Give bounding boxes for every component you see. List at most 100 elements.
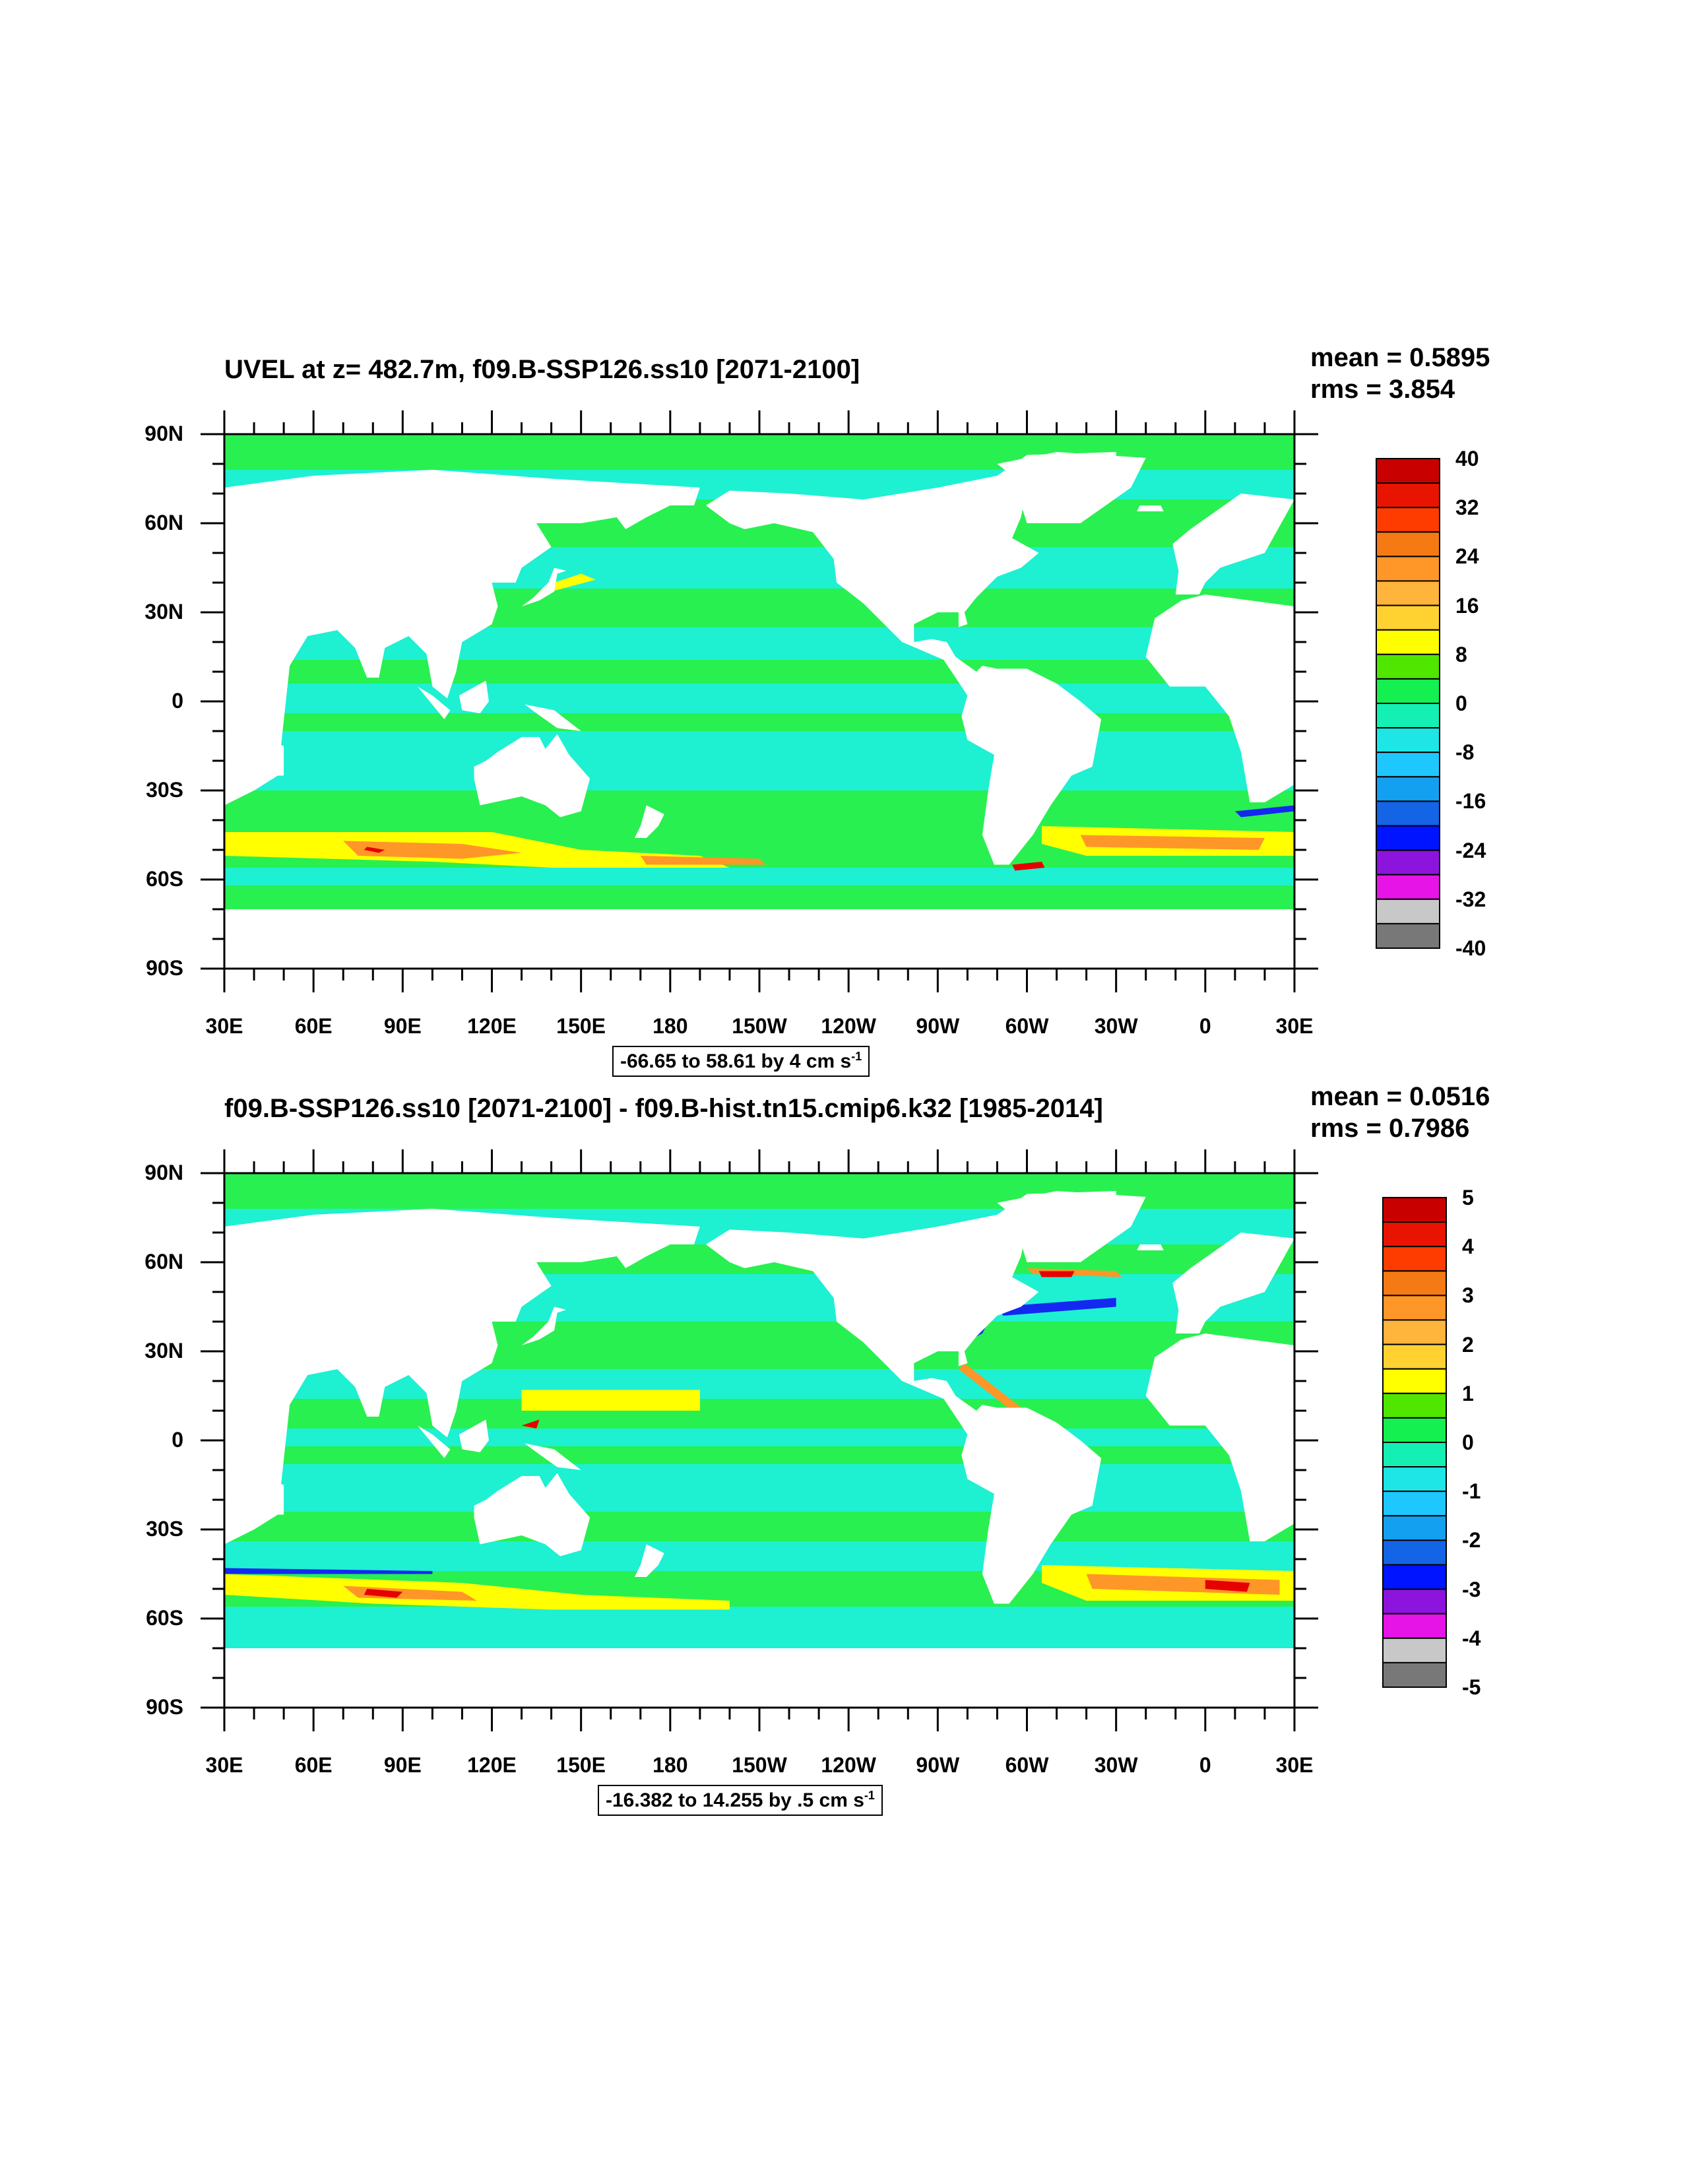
colorbar-label: 16: [1455, 593, 1479, 618]
ocean-band-7: [224, 684, 1294, 713]
current-streak-2: [343, 1586, 477, 1601]
axis-ticks: [201, 1149, 1318, 1731]
lat-tick-label: 60S: [146, 1606, 183, 1630]
current-streak-4: [224, 1568, 433, 1574]
colorbar-swatch: [1376, 678, 1440, 704]
land-eurasia-africa-east: [224, 1209, 700, 1545]
colorbar-label: 32: [1455, 496, 1479, 520]
lon-tick-label: 30E: [205, 1014, 243, 1038]
current-streak-2: [364, 847, 385, 853]
lon-tick-label: 30E: [205, 1753, 243, 1777]
panel-title: UVEL at z= 482.7m, f09.B-SSP126.ss10 [20…: [224, 355, 860, 384]
current-streak-14: [521, 1419, 540, 1429]
land-iceland: [1137, 1244, 1164, 1250]
ocean-band-6: [224, 660, 1294, 684]
colorbar-swatch: [1376, 898, 1440, 924]
current-streak-3: [640, 856, 765, 865]
ocean-band-12: [224, 868, 1294, 885]
panel-bottom: f09.B-SSP126.ss10 [2071-2100] - f09.B-hi…: [0, 1082, 1689, 1816]
lat-tick-label: 30S: [146, 778, 183, 802]
lat-tick-label: 90N: [144, 422, 183, 445]
lat-tick-label: 30N: [144, 1339, 183, 1363]
colorbar-swatch: [1376, 507, 1440, 533]
contour-range-unit-exponent: -1: [864, 1789, 875, 1802]
colorbar-swatch: [1382, 1221, 1447, 1248]
land-africa-west: [1145, 1333, 1294, 1541]
lon-tick-label: 60E: [294, 1753, 333, 1777]
land-australia: [474, 734, 590, 818]
current-streak-8: [545, 573, 596, 592]
colorbar-swatch: [1382, 1661, 1447, 1688]
colorbar-swatch: [1382, 1637, 1447, 1663]
colorbar-swatch: [1376, 727, 1440, 754]
land-new-zealand: [634, 805, 664, 838]
lon-tick-label: 150E: [556, 1753, 606, 1777]
colorbar-label: 2: [1462, 1332, 1474, 1357]
lon-tick-label: 180: [653, 1753, 688, 1777]
ocean-band-13: [224, 1607, 1294, 1648]
axis-ticks: [201, 410, 1318, 992]
colorbar-swatch: [1382, 1392, 1447, 1419]
ocean-band-9: [224, 731, 1294, 790]
colorbar-swatch: [1376, 556, 1440, 582]
colorbar-swatch: [1382, 1246, 1447, 1272]
contour-range-text: -16.382 to 14.255 by .5 cm s: [606, 1789, 864, 1811]
rms-value: rms = 3.854: [1310, 375, 1455, 404]
land-americas: [705, 1191, 1116, 1604]
ocean-band-6: [224, 1399, 1294, 1429]
colorbar-label: -2: [1462, 1528, 1481, 1553]
lat-tick-label: 60S: [146, 867, 183, 891]
lon-tick-label: 150E: [556, 1014, 606, 1038]
lat-tick-label: 60N: [144, 511, 183, 534]
map-plot: [201, 410, 1440, 992]
colorbar-swatch: [1382, 1319, 1447, 1345]
land-eurasia-africa-east: [224, 470, 700, 806]
colorbar: [1376, 458, 1440, 949]
colorbar-swatch: [1382, 1295, 1447, 1321]
land-antarctica: [224, 909, 1294, 969]
lon-tick-label: 90W: [916, 1014, 960, 1038]
land-uk: [1187, 529, 1211, 553]
land-greenland: [997, 452, 1146, 523]
colorbar-swatch: [1382, 1613, 1447, 1639]
ocean-band-8: [224, 713, 1294, 731]
colorbar-swatch: [1382, 1466, 1447, 1493]
contour-range-box: -66.65 to 58.61 by 4 cm s-1: [612, 1046, 870, 1077]
colorbar-swatch: [1376, 776, 1440, 802]
lon-tick-label: 90E: [383, 1753, 422, 1777]
current-streak-1: [343, 841, 522, 859]
current-streak-6: [1012, 862, 1045, 871]
land-madagascar: [263, 740, 284, 776]
current-streak-8: [1027, 1268, 1122, 1277]
colorbar-swatch: [1376, 604, 1440, 631]
colorbar-label: 1: [1462, 1381, 1474, 1405]
colorbar: [1382, 1197, 1447, 1688]
lon-tick-label: 30W: [1094, 1753, 1138, 1777]
land-uk: [1187, 1268, 1211, 1292]
colorbar-swatch: [1376, 874, 1440, 900]
ocean-band-7: [224, 1429, 1294, 1446]
colorbar-swatch: [1382, 1539, 1447, 1566]
lon-tick-label: 120E: [467, 1753, 517, 1777]
land-indonesia-b: [459, 1419, 489, 1452]
panel-title: f09.B-SSP126.ss10 [2071-2100] - f09.B-hi…: [224, 1094, 1103, 1123]
colorbar-swatch: [1376, 629, 1440, 655]
lat-tick-label: 90S: [146, 956, 183, 980]
colorbar-label: 40: [1455, 447, 1479, 470]
colorbar-label: -1: [1462, 1479, 1481, 1504]
lat-tick-label: 90S: [146, 1695, 183, 1719]
map-plot: [201, 1149, 1447, 1731]
lon-tick-label: 30E: [1275, 1753, 1314, 1777]
colorbar-swatch: [1382, 1197, 1447, 1223]
lon-tick-label: 60W: [1005, 1014, 1049, 1038]
colorbar-label: -24: [1455, 838, 1486, 862]
land-new-zealand: [634, 1544, 664, 1577]
land-antarctica: [224, 1648, 1294, 1708]
colorbar-swatch: [1376, 752, 1440, 778]
colorbar-label: 5: [1462, 1186, 1474, 1209]
land-indonesia-a: [417, 686, 451, 719]
colorbar-swatch: [1382, 1491, 1447, 1517]
colorbar-swatch: [1382, 1343, 1447, 1370]
colorbar-label: 0: [1462, 1430, 1474, 1454]
colorbar-label: -16: [1455, 789, 1486, 814]
